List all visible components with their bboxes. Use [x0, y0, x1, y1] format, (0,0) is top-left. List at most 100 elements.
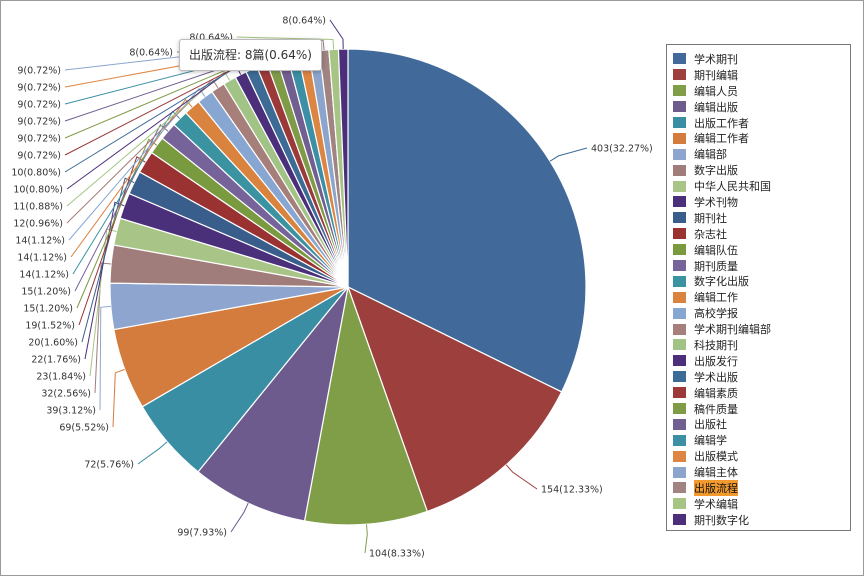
legend-item[interactable]: 学术出版: [673, 369, 850, 385]
legend-label: 高校学报: [694, 307, 738, 321]
label-leader-line: [329, 19, 344, 50]
legend-item[interactable]: 学术期刊: [673, 51, 850, 67]
legend-item[interactable]: 学术刊物: [673, 194, 850, 210]
legend-swatch: [673, 228, 686, 240]
legend-label: 编辑主体: [694, 466, 738, 480]
data-label: 8(0.64%): [189, 33, 233, 44]
label-leader-line: [137, 441, 168, 465]
legend-label: 编辑部: [694, 148, 727, 162]
legend-item[interactable]: 数字化出版: [673, 273, 850, 289]
legend-item[interactable]: 编辑学: [673, 432, 850, 448]
label-leader-line: [549, 147, 588, 162]
legend-swatch: [673, 275, 686, 287]
legend-label: 期刊质量: [694, 259, 738, 273]
legend-swatch: [673, 132, 686, 144]
data-label: 104(8.33%): [369, 549, 425, 560]
data-label: 9(0.72%): [17, 117, 61, 128]
pie-slice[interactable]: [337, 48, 349, 288]
legend-swatch: [673, 164, 686, 176]
legend-item[interactable]: 出版发行: [673, 353, 850, 369]
legend-label: 学术期刊: [694, 52, 738, 66]
legend-item[interactable]: 中华人民共和国: [673, 178, 850, 194]
legend-label: 学术出版: [694, 370, 738, 384]
legend-item[interactable]: 期刊质量: [673, 258, 850, 274]
data-label: 9(0.72%): [17, 151, 61, 162]
legend-item[interactable]: 高校学报: [673, 305, 850, 321]
legend-item[interactable]: 编辑工作: [673, 289, 850, 305]
legend-item[interactable]: 出版模式: [673, 448, 850, 464]
data-label: 10(0.80%): [11, 168, 61, 179]
data-label: 12(0.96%): [13, 219, 63, 230]
label-leader-line: [236, 36, 335, 50]
legend-item[interactable]: 杂志社: [673, 226, 850, 242]
data-label: 9(0.72%): [17, 66, 61, 77]
data-label: 154(12.33%): [541, 485, 603, 496]
label-leader-line: [230, 502, 249, 533]
data-label: 22(1.76%): [31, 355, 81, 366]
legend-label: 编辑队伍: [694, 243, 738, 257]
legend-swatch: [673, 418, 686, 430]
legend-label: 科技期刊: [694, 338, 738, 352]
legend-label: 中华人民共和国: [694, 180, 771, 194]
legend-item[interactable]: 学术期刊编辑部: [673, 321, 850, 337]
legend-item[interactable]: 编辑出版: [673, 99, 850, 115]
legend-swatch: [673, 69, 686, 81]
data-label: 23(1.84%): [36, 372, 86, 383]
legend-swatch: [673, 482, 686, 494]
legend-label: 出版工作者: [694, 116, 749, 130]
legend-swatch: [673, 450, 686, 462]
data-label: 39(3.12%): [46, 406, 96, 417]
label-leader-line: [68, 87, 206, 241]
legend-item[interactable]: 出版工作者: [673, 115, 850, 131]
legend-swatch: [673, 307, 686, 319]
data-label: 15(1.20%): [21, 287, 71, 298]
legend-swatch: [673, 466, 686, 478]
legend-item[interactable]: 期刊社: [673, 210, 850, 226]
legend-label: 出版社: [694, 418, 727, 432]
legend-label: 编辑工作: [694, 291, 738, 305]
legend-item[interactable]: 出版社: [673, 416, 850, 432]
data-label: 14(1.12%): [17, 253, 67, 264]
legend-item[interactable]: 出版流程: [673, 480, 850, 496]
legend-swatch: [673, 514, 686, 526]
legend-label: 出版发行: [694, 354, 738, 368]
legend-swatch: [673, 260, 686, 272]
label-leader-line: [112, 368, 125, 428]
data-label: 8(0.64%): [129, 48, 173, 59]
pie-slice[interactable]: [197, 286, 349, 522]
legend-item[interactable]: 科技期刊: [673, 337, 850, 353]
legend-swatch: [673, 371, 686, 383]
legend-item[interactable]: 编辑工作者: [673, 130, 850, 146]
label-leader-line: [74, 124, 169, 292]
legend-item[interactable]: 编辑队伍: [673, 242, 850, 258]
data-label: 8(0.64%): [282, 16, 326, 27]
legend-item[interactable]: 编辑素质: [673, 385, 850, 401]
data-label: 15(1.20%): [23, 304, 73, 315]
legend-label: 期刊编辑: [694, 68, 738, 82]
legend-label: 编辑素质: [694, 386, 738, 400]
legend-swatch: [673, 498, 686, 510]
label-leader-line: [364, 524, 368, 554]
data-label: 20(1.60%): [28, 338, 78, 349]
data-label: 69(5.52%): [59, 423, 109, 434]
legend-label: 编辑出版: [694, 100, 738, 114]
legend-item[interactable]: 编辑人员: [673, 83, 850, 99]
legend-label: 编辑学: [694, 434, 727, 448]
pie-slice[interactable]: [303, 284, 429, 526]
legend-swatch: [673, 180, 686, 192]
legend-item[interactable]: 期刊编辑: [673, 67, 850, 83]
pie-slice[interactable]: [346, 285, 563, 513]
legend-swatch: [673, 355, 686, 367]
legend-item[interactable]: 编辑主体: [673, 464, 850, 480]
legend-label: 学术刊物: [694, 195, 738, 209]
legend-swatch: [673, 117, 686, 128]
data-label: 14(1.12%): [19, 270, 69, 281]
data-label: 14(1.12%): [15, 236, 65, 247]
legend-item[interactable]: 数字出版: [673, 162, 850, 178]
legend-swatch: [673, 403, 686, 415]
legend-swatch: [673, 323, 686, 335]
legend-item[interactable]: 学术编辑: [673, 496, 850, 512]
legend-item[interactable]: 期刊数字化: [673, 512, 850, 528]
legend-item[interactable]: 编辑部: [673, 146, 850, 162]
legend-item[interactable]: 稿件质量: [673, 401, 850, 417]
